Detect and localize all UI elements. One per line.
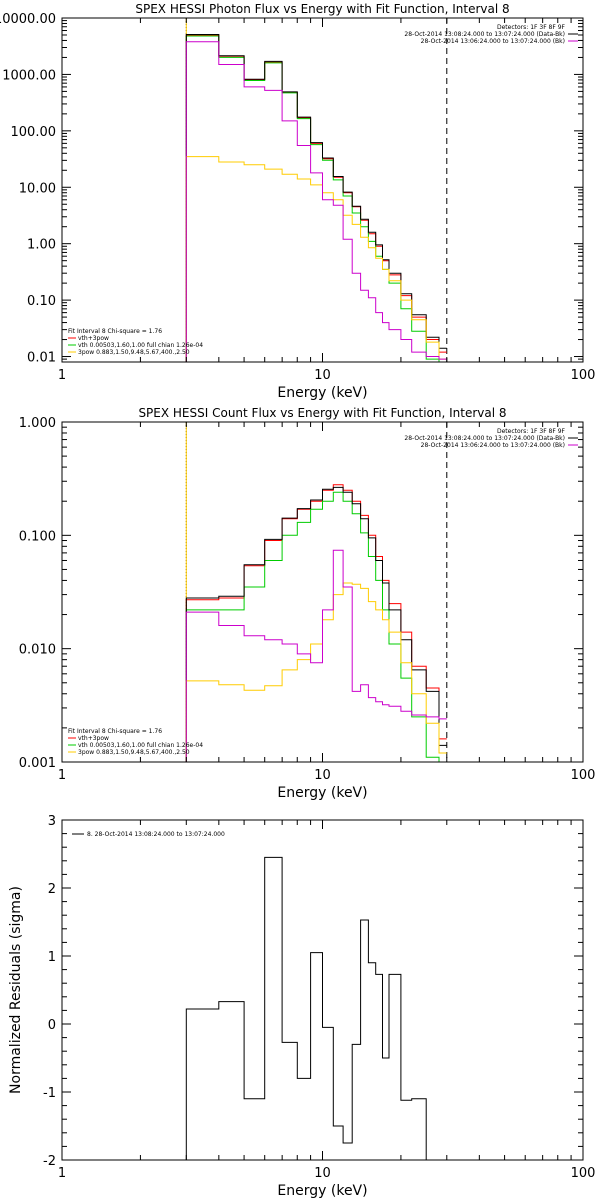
y-tick-label: 0.10 (27, 294, 56, 309)
x-tick-label: 100 (571, 1166, 596, 1181)
legend-entry: vth 0.00503,1.60,1.00 full chian 1.26e-0… (78, 342, 203, 349)
x-axis-label: Energy (keV) (277, 385, 367, 401)
y-tick-label: 0.01 (27, 351, 56, 366)
y-tick-label: 1 (48, 950, 56, 965)
legend-entry: vth 0.00503,1.60,1.00 full chian 1.26e-0… (78, 742, 203, 749)
series-total (185, 34, 447, 362)
chart-1: SPEX HESSI Photon Flux vs Energy with Fi… (0, 2, 595, 401)
series-bk (185, 41, 447, 362)
legend-entry: 28-Oct-2014 13:06:24.000 to 13:07:24.000… (421, 38, 565, 45)
legend-entry: Fit Interval 8 Chi-square = 1.76 (68, 728, 162, 735)
series-vth (185, 491, 447, 762)
chart-title: SPEX HESSI Photon Flux vs Energy with Fi… (135, 2, 509, 16)
x-tick-label: 100 (571, 368, 596, 383)
series-resid (185, 856, 447, 1160)
y-tick-label: 1.00 (27, 238, 56, 253)
legend-entry: Detectors: 1F 3F 8F 9F (497, 428, 566, 435)
chart-3: 1 10 100 -2 -1 0 1 2 3 Energy (keV) Normalized Res… (8, 814, 595, 1199)
y-tick-label: -1 (43, 1086, 56, 1101)
series-total (185, 484, 447, 762)
legend-entry: 28-Oct-2014 13:08:24.000 to 13:07:24.000… (404, 31, 565, 38)
legend-entry: 3pow 0.883,1.50,9.48,5.67,400.,2.50 (78, 349, 190, 356)
legend-entry: 28-Oct-2014 13:08:24.000 to 13:07:24.000… (404, 435, 565, 442)
legend-entry: 8. 28-Oct-2014 13:08:24.000 to 13:07:24.… (87, 831, 225, 838)
x-tick-label: 10 (314, 768, 331, 783)
chart-2: SPEX HESSI Count Flux vs Energy with Fit… (19, 406, 596, 801)
y-tick-label: 10.00 (19, 181, 56, 196)
x-axis-label: Energy (keV) (277, 1183, 367, 1199)
y-tick-label: 100.00 (11, 125, 57, 140)
series-vth (185, 35, 447, 362)
legend-entry: Fit Interval 8 Chi-square = 1.76 (68, 328, 162, 335)
y-tick-label: 0 (48, 1018, 56, 1033)
series-3pow (185, 156, 447, 362)
y-tick-label: 0.001 (19, 756, 56, 771)
legend-entry: 3pow 0.883,1.50,9.48,5.67,400.,2.50 (78, 749, 190, 756)
y-axis-label: Normalized Residuals (sigma) (8, 886, 24, 1094)
series-data (185, 486, 447, 762)
x-tick-label: 1 (58, 1166, 66, 1181)
legend-entry: Detectors: 1F 3F 8F 9F (497, 24, 566, 31)
y-tick-label: 10000.00 (0, 12, 56, 27)
legend-entry: vth+3pow (78, 335, 109, 342)
y-tick-label: 1000.00 (2, 68, 56, 83)
y-tick-label: -2 (43, 1154, 56, 1169)
legend-entry: vth+3pow (78, 735, 109, 742)
legend-entry: 28-Oct-2014 13:06:24.000 to 13:07:24.000… (421, 442, 565, 449)
x-tick-label: 10 (314, 368, 331, 383)
x-tick-label: 1 (58, 768, 66, 783)
series-data (185, 34, 447, 362)
plot-frame (61, 421, 584, 763)
y-tick-label: 1.000 (19, 416, 56, 431)
y-tick-label: 0.100 (19, 529, 56, 544)
y-tick-label: 2 (48, 882, 56, 897)
x-tick-label: 100 (571, 768, 596, 783)
y-tick-label: 0.010 (19, 643, 56, 658)
x-axis-label: Energy (keV) (277, 785, 367, 801)
series-3pow (185, 582, 447, 762)
x-tick-label: 1 (58, 368, 66, 383)
series-bk (185, 549, 447, 762)
chart-title: SPEX HESSI Count Flux vs Energy with Fit… (138, 406, 506, 420)
y-tick-label: 3 (48, 814, 56, 829)
x-tick-label: 10 (314, 1166, 331, 1181)
